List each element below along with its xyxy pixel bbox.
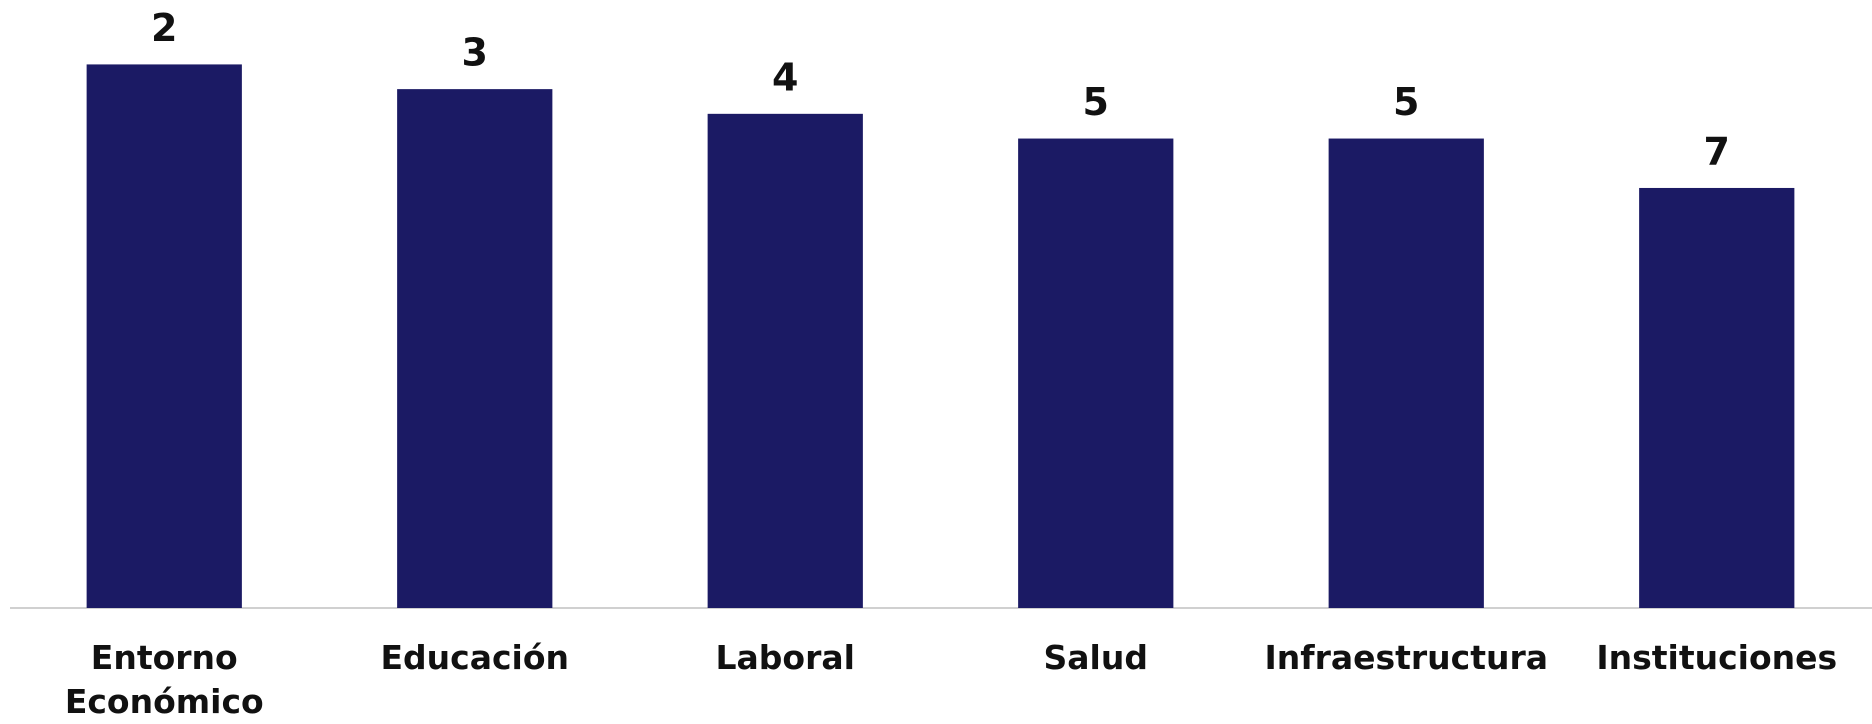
bar (86, 64, 242, 608)
value-label: 3 (462, 31, 488, 75)
value-label: 7 (1704, 129, 1730, 173)
value-label: 5 (1393, 80, 1419, 124)
x-tick-label: Entorno Económico (64, 638, 264, 721)
x-tick-label: Instituciones (1596, 638, 1838, 677)
value-label: 4 (772, 55, 798, 99)
bar (1639, 187, 1795, 609)
bar (1328, 138, 1484, 608)
x-tick-label: Salud (1043, 638, 1148, 677)
bar (397, 89, 553, 608)
bar (707, 113, 863, 608)
x-tick-label: Infraestructura (1264, 638, 1549, 677)
value-label: 5 (1083, 80, 1109, 124)
bar (1018, 138, 1174, 608)
x-tick-label: Educación (380, 638, 570, 677)
x-tick-label: Laboral (715, 638, 855, 677)
value-label: 2 (151, 6, 177, 50)
